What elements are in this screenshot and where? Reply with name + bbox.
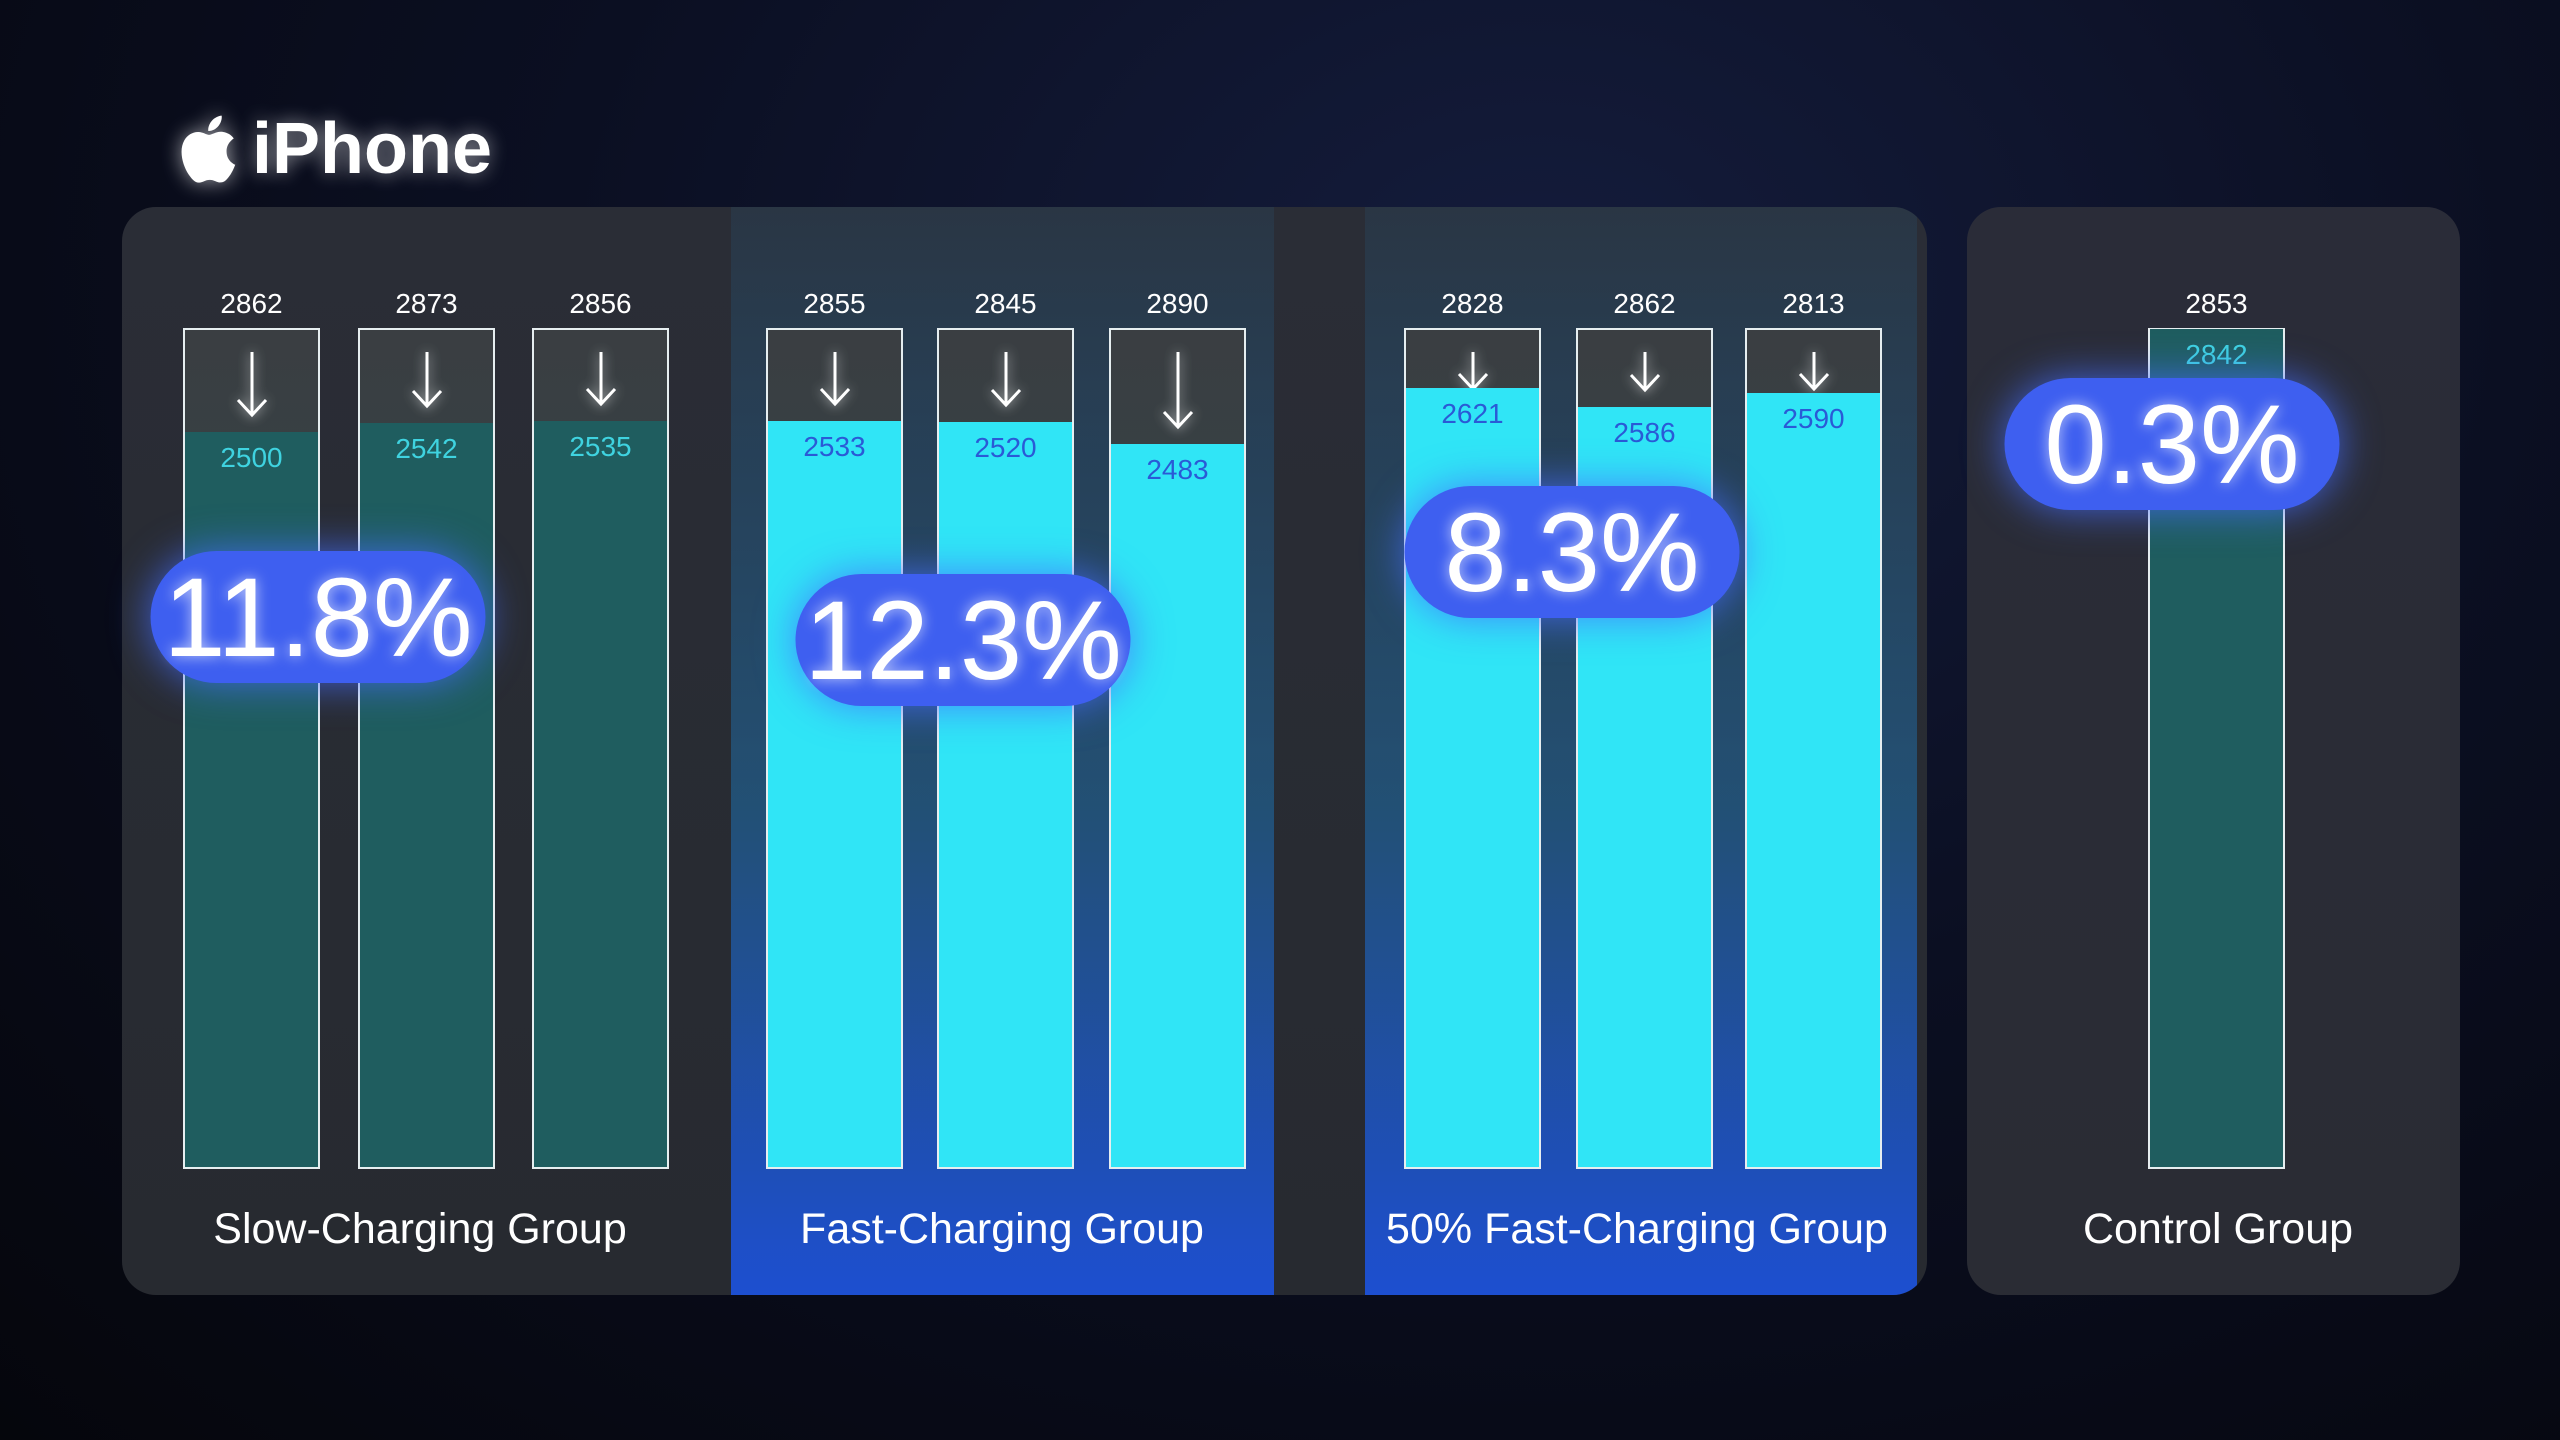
capacity-fill: 2483 (1111, 444, 1244, 1167)
down-arrow-icon (585, 352, 616, 407)
capacity-bar: 2520 (937, 328, 1074, 1169)
down-arrow-icon (411, 352, 442, 409)
before-value-label: 2855 (803, 288, 866, 319)
group-label-half-fast: 50% Fast-Charging Group (1386, 1205, 1888, 1253)
capacity-fill: 2535 (534, 421, 667, 1167)
capacity-fill: 2520 (939, 422, 1072, 1167)
apple-logo-icon (181, 115, 236, 183)
after-value-label: 2520 (974, 432, 1037, 463)
capacity-bar: 2590 (1745, 328, 1882, 1169)
group-label-fast: Fast-Charging Group (800, 1205, 1204, 1253)
capacity-bar: 2500 (183, 328, 320, 1169)
before-value-label: 2862 (1613, 288, 1676, 319)
before-value-label: 2890 (1146, 288, 1209, 319)
after-value-label: 2590 (1782, 403, 1845, 434)
capacity-bar: 2586 (1576, 328, 1713, 1169)
before-value-label: 2862 (220, 288, 283, 319)
down-arrow-icon (236, 352, 267, 418)
capacity-fill: 2542 (360, 423, 493, 1167)
after-value-label: 2535 (569, 431, 632, 462)
before-value-label: 2853 (2185, 288, 2248, 319)
after-value-label: 2483 (1146, 454, 1209, 485)
group-label-control: Control Group (2082, 1205, 2354, 1253)
capacity-bar: 2483 (1109, 328, 1246, 1169)
down-arrow-icon (819, 352, 850, 407)
before-value-label: 2828 (1441, 288, 1504, 319)
group-label-slow: Slow-Charging Group (213, 1205, 627, 1253)
before-value-label: 2813 (1782, 288, 1845, 319)
down-arrow-icon (1798, 352, 1829, 392)
down-arrow-icon (1162, 352, 1193, 430)
brand-title: iPhone (176, 108, 492, 190)
after-value-label: 2500 (220, 442, 283, 473)
capacity-fill: 2590 (1747, 393, 1880, 1167)
after-value-label: 2586 (1613, 417, 1676, 448)
capacity-fill: 2500 (185, 432, 318, 1167)
down-arrow-icon (1629, 352, 1660, 393)
drop-badge-control: 0.3% (2004, 378, 2340, 510)
after-value-label: 2533 (803, 431, 866, 462)
brand-name: iPhone (252, 109, 493, 189)
capacity-bar: 2535 (532, 328, 669, 1169)
capacity-bar: 2621 (1404, 328, 1541, 1169)
down-arrow-icon (990, 352, 1021, 408)
drop-badge-fast: 12.3% (795, 574, 1131, 706)
after-value-label: 2542 (395, 433, 458, 464)
drop-badge-half-fast: 8.3% (1404, 486, 1740, 618)
before-value-label: 2856 (569, 288, 632, 319)
before-value-label: 2873 (395, 288, 458, 319)
after-value-label: 2621 (1441, 398, 1504, 429)
capacity-fill: 2533 (768, 421, 901, 1167)
capacity-bar: 2533 (766, 328, 903, 1169)
after-value-label: 2842 (2185, 339, 2248, 370)
drop-badge-slow: 11.8% (150, 551, 486, 683)
capacity-bar: 2542 (358, 328, 495, 1169)
before-value-label: 2845 (974, 288, 1037, 319)
down-arrow-icon (1457, 352, 1488, 392)
